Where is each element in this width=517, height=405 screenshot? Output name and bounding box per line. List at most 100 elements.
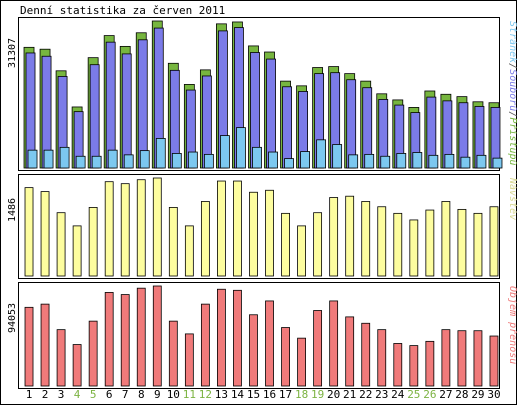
kbytes-bar [377, 329, 387, 387]
kbytes-bar [409, 345, 419, 387]
x-tick-label-day: 18 [295, 388, 308, 401]
pages-bar [364, 153, 375, 169]
visits-bar [361, 201, 371, 277]
kbytes-bar [168, 320, 178, 387]
pages-bar [284, 158, 294, 169]
x-tick-label-day: 19 [311, 388, 324, 401]
x-tick-label-day: 11 [183, 388, 196, 401]
visits-bar [345, 195, 355, 277]
visits-bar [72, 225, 82, 277]
x-tick-label-day: 1 [26, 388, 33, 401]
pages-bar [187, 151, 198, 169]
pages-bar [155, 138, 166, 169]
visits-bar [377, 206, 387, 277]
files-bar [137, 39, 148, 169]
x-tick-label-day: 8 [138, 388, 145, 401]
x-tick-label-day: 5 [90, 388, 97, 401]
visits-bar [457, 208, 467, 277]
visits-bar [56, 212, 66, 277]
visits-bar [233, 180, 242, 277]
x-tick-label-day: 6 [106, 388, 113, 401]
pages-bar [348, 154, 359, 169]
x-tick-label-day: 25 [407, 388, 420, 401]
pages-bar [444, 153, 455, 169]
visits-bar [489, 206, 499, 277]
pages-bar [91, 155, 102, 169]
pages-bar [268, 151, 278, 169]
x-tick-label-day: 13 [215, 388, 228, 401]
kbytes-bar [393, 343, 403, 387]
panel-bottom: 94053 Objem přenosu [7, 282, 517, 389]
x-tick-label-day: 23 [375, 388, 388, 401]
pages-bar [252, 146, 262, 169]
kbytes-bar [297, 337, 306, 387]
pages-bar [460, 156, 471, 169]
visits-bar [441, 201, 451, 277]
side-legend-part: / [507, 63, 517, 69]
pages-bar [316, 139, 327, 169]
visits-bar [184, 225, 194, 277]
visits-bar [120, 183, 130, 277]
panel-top: 31307 Stránek/Souborů/Přístupů [7, 17, 517, 171]
kbytes-bar [152, 285, 162, 387]
x-tick-label-day: 30 [487, 388, 500, 401]
x-tick-label-day: 2 [42, 388, 49, 401]
files-bar [89, 64, 100, 169]
kbytes-bar [72, 344, 82, 387]
pages-bar [139, 150, 150, 169]
visits-bar [104, 181, 114, 277]
x-tick-label-day: 20 [327, 388, 340, 401]
x-tick-label-day: 14 [231, 388, 245, 401]
kbytes-bar [233, 289, 242, 387]
x-tick-label-day: 4 [74, 388, 81, 401]
visits-bar [409, 219, 419, 277]
x-tick-label-day: 9 [154, 388, 161, 401]
kbytes-bar [217, 288, 226, 387]
panel-frame [18, 282, 500, 389]
pages-bar [428, 154, 439, 169]
kbytes-bar [441, 329, 451, 387]
pages-bar [300, 151, 310, 169]
visits-bar [329, 197, 339, 277]
files-bar [282, 86, 292, 169]
pages-bar [380, 155, 391, 169]
side-legend-part: Návštěv [507, 177, 517, 220]
side-legend-part: Objem přenosu [507, 286, 517, 364]
x-tick-label-day: 29 [471, 388, 484, 401]
chart-title: Denní statistika za červen 2011 [20, 4, 225, 17]
pages-bar [236, 127, 246, 169]
x-tick-label-day: 27 [439, 388, 452, 401]
kbytes-bar [473, 330, 483, 387]
files-bar [105, 41, 116, 169]
x-tick-label-day: 21 [343, 388, 356, 401]
visits-bar [24, 187, 34, 277]
kbytes-bar [457, 330, 467, 387]
visits-bar [40, 191, 50, 277]
x-tick-label-day: 22 [359, 388, 372, 401]
panel-middle: 1486 Návštěv [7, 174, 517, 279]
kbytes-bar [265, 300, 274, 387]
pages-bar [220, 135, 230, 169]
kbytes-bar [361, 322, 371, 387]
files-bar [121, 53, 132, 169]
visits-bar [265, 189, 274, 277]
kbytes-bar [120, 294, 130, 387]
side-legend-label: Návštěv [507, 177, 517, 220]
kbytes-bar [249, 314, 258, 387]
pages-bar [75, 155, 86, 169]
visits-bar [200, 201, 210, 277]
pages-bar [43, 149, 54, 169]
pages-bar [476, 154, 487, 169]
kbytes-bar [489, 335, 499, 387]
kbytes-bar [40, 303, 50, 387]
kbytes-bar [345, 316, 355, 387]
pages-bar [492, 157, 503, 169]
kbytes-bar [56, 329, 66, 387]
pages-bar [396, 153, 407, 169]
x-tick-label-day: 7 [122, 388, 129, 401]
pages-bar [412, 152, 423, 169]
x-axis-labels: 1 2 3 4 5 6 7 8 9 10 11 12 13 14 15 16 17 18 19 20 21 22 23 24 2… [26, 388, 501, 401]
visits-bar [473, 212, 483, 277]
